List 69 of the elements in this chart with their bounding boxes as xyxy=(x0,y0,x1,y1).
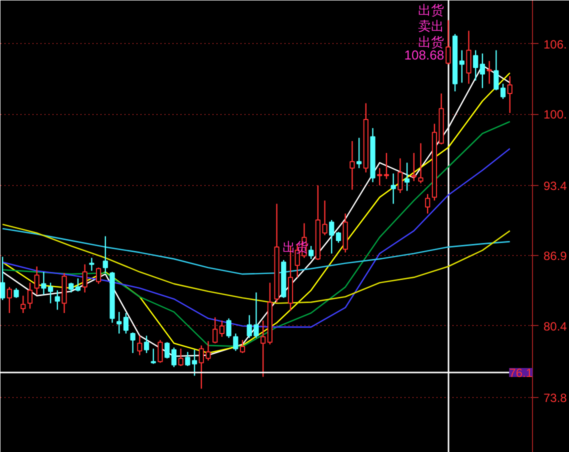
candlestick xyxy=(68,282,74,294)
candlestick xyxy=(425,193,430,214)
candlestick xyxy=(89,257,94,272)
annotation: 出货 xyxy=(418,2,444,18)
candlestick xyxy=(494,50,499,91)
candlestick xyxy=(48,282,54,304)
y-tick-label: 86.9 xyxy=(544,249,568,264)
candlestick xyxy=(356,137,362,169)
candlestick xyxy=(0,256,6,301)
annotation: 出货 xyxy=(418,34,444,50)
candlestick xyxy=(164,342,170,360)
candlestick xyxy=(308,245,314,260)
candlestick xyxy=(123,312,129,334)
candlestick xyxy=(102,236,108,274)
candlestick xyxy=(507,76,512,114)
candlestick xyxy=(473,50,478,82)
candlestick xyxy=(336,231,342,244)
candlestick xyxy=(390,172,396,204)
annotation: 108.68 xyxy=(404,48,444,62)
candlestick xyxy=(41,271,46,296)
candlestick xyxy=(486,60,492,84)
candlestick xyxy=(27,282,33,310)
candlestick xyxy=(185,351,190,367)
candlestick xyxy=(459,50,464,84)
candlestick xyxy=(150,348,156,364)
candlestick xyxy=(192,349,198,376)
candlestick xyxy=(158,339,163,364)
candlestick xyxy=(116,311,122,334)
candlestick xyxy=(260,320,266,378)
candlestick xyxy=(137,335,142,356)
candlestick xyxy=(226,318,232,338)
candlestick xyxy=(20,295,26,314)
candlestick xyxy=(130,332,136,354)
candlestick xyxy=(446,20,451,65)
y-tick-label: 100. xyxy=(544,108,567,122)
candlestick xyxy=(377,168,382,186)
y-tick-label: 93.4 xyxy=(544,178,568,193)
candlestick xyxy=(240,339,246,354)
candlestick xyxy=(384,152,390,180)
candlestick xyxy=(75,278,81,292)
annotation: 卖出 xyxy=(418,18,444,34)
line-series xyxy=(2,148,511,328)
candlestick xyxy=(350,140,355,190)
candlestick xyxy=(411,152,416,182)
candlestick xyxy=(233,332,238,352)
candlestick xyxy=(466,30,472,84)
candlestick xyxy=(54,290,60,310)
candlestick xyxy=(144,335,150,354)
line-series xyxy=(2,228,511,275)
candlestick xyxy=(96,266,102,284)
candlestick xyxy=(329,219,334,254)
candlestick xyxy=(6,286,12,314)
candlestick xyxy=(34,266,40,296)
candlestick xyxy=(480,52,486,89)
line-series xyxy=(2,224,511,304)
candlestick xyxy=(219,320,224,338)
y-tick-label: 73.8 xyxy=(544,390,568,405)
ref-line-label: 76.1 xyxy=(509,366,533,380)
candlestick xyxy=(500,83,506,100)
candlestick xyxy=(418,142,424,184)
candlestick xyxy=(178,348,184,367)
candlestick xyxy=(171,347,177,368)
candlestick xyxy=(82,264,88,294)
y-tick-label: 106. xyxy=(544,37,567,52)
candlestick xyxy=(398,158,403,194)
y-tick-label: 80.4 xyxy=(544,319,568,334)
candlestick xyxy=(404,162,410,192)
candlestick xyxy=(14,288,19,298)
candlestick xyxy=(212,316,218,344)
